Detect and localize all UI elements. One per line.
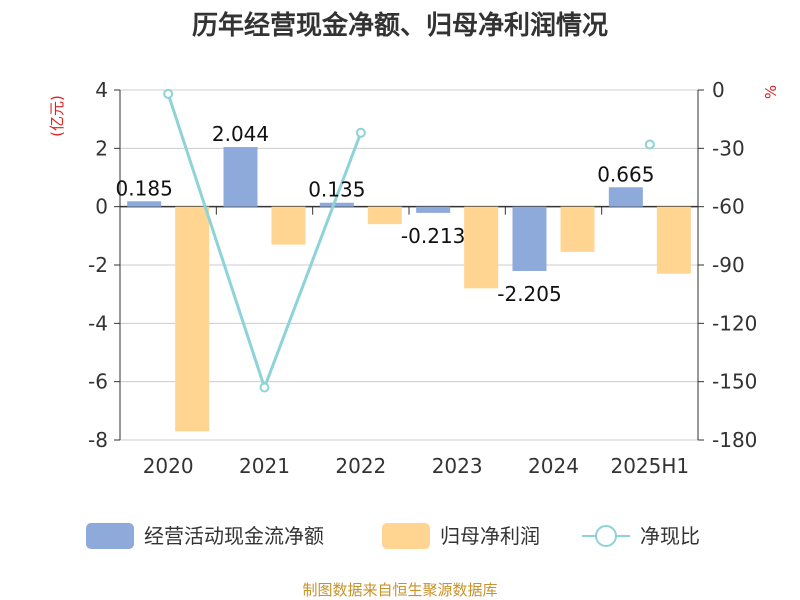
bar-cashflow: [127, 201, 162, 207]
y-left-tick-label: 0: [95, 195, 108, 219]
bar-net-profit: [175, 206, 210, 432]
x-tick-label: 2020: [143, 454, 194, 478]
y-left-tick-label: -6: [88, 370, 108, 394]
ratio-point: [355, 127, 366, 138]
bars: [127, 147, 691, 432]
legend-label: 经营活动现金流净额: [144, 524, 324, 548]
x-tick-label: 2023: [432, 454, 483, 478]
legend-label: 归母净利润: [440, 524, 540, 548]
ratio-line: [163, 88, 655, 393]
y-right-tick-label: -150: [712, 370, 757, 394]
bar-cashflow: [608, 187, 643, 207]
bar-net-profit: [560, 206, 595, 252]
legend-swatch: [382, 523, 430, 549]
y-right-tick-label: -120: [712, 311, 757, 335]
bar-cashflow: [416, 206, 451, 213]
y-left-tick-label: -2: [88, 253, 108, 277]
bar-net-profit: [367, 206, 402, 225]
ratio-point: [259, 382, 270, 393]
source-note: 制图数据来自恒生聚源数据库: [302, 581, 497, 599]
y-left-tick-label: 2: [95, 136, 108, 160]
ratio-point: [163, 88, 174, 99]
bar-cashflow: [319, 202, 354, 207]
y-right-tick-label: 0: [712, 78, 725, 102]
legend: 经营活动现金流净额 归母净利润 净现比: [86, 523, 700, 549]
y-left-tick-label: -8: [88, 428, 108, 452]
bar-net-profit: [464, 206, 499, 289]
legend-label: 净现比: [640, 524, 700, 548]
tick-labels: 4 0 2 -30 0 -60 -2 -90 -4 -120 -6 -150 -8 -180 2020 202…: [88, 78, 757, 478]
y-right-tick-label: -90: [712, 253, 745, 277]
y-right-tick-label: -60: [712, 195, 745, 219]
y-right-tick-label: -180: [712, 428, 757, 452]
y-left-tick-label: -4: [88, 311, 108, 335]
legend-swatch: [86, 523, 134, 549]
bar-net-profit: [271, 206, 306, 245]
bar-value-label: -2.205: [497, 282, 561, 306]
bar-cashflow: [223, 147, 258, 207]
ratio-point: [644, 139, 655, 150]
bar-value-label: 2.044: [212, 122, 269, 146]
y-right-axis-label: %: [762, 85, 780, 99]
x-tick-label: 2021: [239, 454, 290, 478]
x-tick-label: 2022: [335, 454, 386, 478]
chart-title: 历年经营现金净额、归母净利润情况: [192, 10, 608, 41]
data-labels: 0.185 2.044 0.135 -0.213 -2.205 0.665: [116, 122, 655, 306]
bar-value-label: 0.135: [308, 178, 365, 202]
y-left-axis-label: (亿元): [48, 95, 66, 137]
y-right-tick-label: -30: [712, 136, 745, 160]
bar-cashflow: [512, 206, 547, 271]
x-tick-label: 2025H1: [610, 454, 689, 478]
bar-net-profit: [656, 206, 691, 274]
legend-marker: [595, 525, 617, 547]
bar-value-label: 0.185: [116, 176, 173, 200]
y-left-tick-label: 4: [95, 78, 108, 102]
x-tick-label: 2024: [528, 454, 579, 478]
axes: [114, 89, 704, 441]
bar-value-label: -0.213: [401, 224, 465, 248]
bar-value-label: 0.665: [597, 162, 654, 186]
